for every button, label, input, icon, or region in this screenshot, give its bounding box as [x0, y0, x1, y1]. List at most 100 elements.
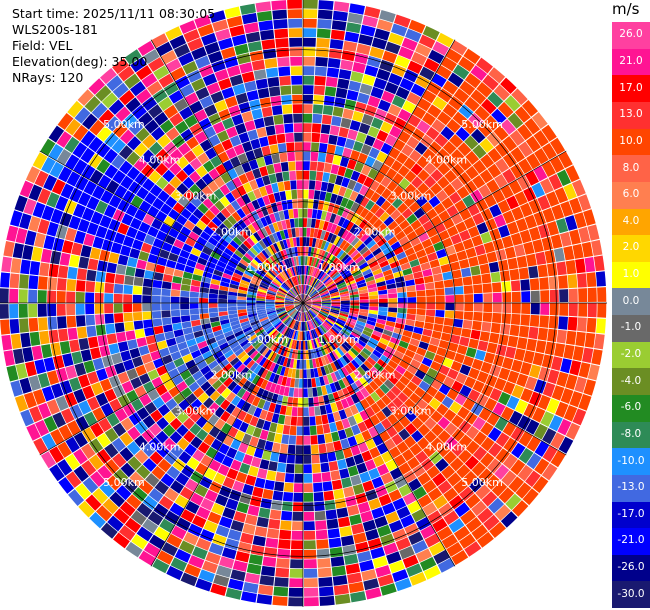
velocity-gate — [472, 416, 486, 431]
velocity-gate — [284, 259, 290, 269]
velocity-gate — [380, 354, 391, 364]
velocity-gate — [387, 341, 398, 350]
velocity-gate — [448, 495, 464, 510]
velocity-gate — [231, 211, 242, 222]
velocity-gate — [208, 303, 218, 308]
velocity-gate — [288, 247, 293, 258]
range-ring-label: 5.00km — [461, 118, 503, 131]
velocity-gate — [441, 534, 458, 549]
velocity-gate — [246, 213, 256, 224]
velocity-gate — [270, 282, 279, 289]
velocity-gate — [409, 149, 422, 163]
velocity-gate — [162, 437, 176, 451]
velocity-gate — [86, 222, 99, 236]
velocity-gate — [350, 150, 361, 161]
velocity-gate — [303, 454, 312, 464]
velocity-gate — [322, 423, 331, 434]
velocity-gate — [251, 374, 261, 385]
velocity-gate — [155, 264, 166, 274]
velocity-gate — [429, 337, 440, 347]
velocity-gate — [306, 311, 310, 321]
velocity-gate — [237, 246, 247, 256]
velocity-gate — [386, 426, 398, 438]
velocity-gate — [231, 406, 242, 418]
velocity-gate — [330, 402, 338, 413]
velocity-gate — [311, 294, 320, 300]
velocity-gate — [505, 493, 522, 510]
velocity-gate — [234, 43, 249, 56]
velocity-gate — [230, 200, 241, 211]
velocity-gate — [412, 106, 427, 120]
velocity-gate — [368, 287, 378, 293]
velocity-gate — [295, 256, 299, 266]
velocity-gate — [556, 371, 569, 387]
velocity-gate — [440, 56, 457, 72]
velocity-gate — [161, 354, 173, 365]
velocity-gate — [214, 69, 229, 82]
velocity-gate — [310, 266, 315, 276]
velocity-gate — [114, 313, 124, 323]
velocity-gate — [148, 488, 164, 503]
velocity-gate — [341, 303, 350, 306]
velocity-gate — [326, 232, 334, 243]
velocity-gate — [293, 320, 298, 330]
velocity-gate — [393, 408, 405, 421]
velocity-gate — [295, 227, 300, 237]
velocity-gate — [112, 453, 127, 468]
velocity-gate — [263, 547, 278, 558]
velocity-gate — [256, 377, 265, 388]
velocity-gate — [529, 314, 540, 327]
velocity-gate — [350, 382, 360, 393]
velocity-gate — [116, 331, 127, 343]
velocity-gate — [243, 356, 253, 366]
velocity-gate — [121, 380, 134, 394]
velocity-gate — [161, 303, 171, 311]
range-ring-label: 2.00km — [211, 369, 253, 382]
velocity-gate — [297, 246, 301, 256]
velocity-gate — [354, 193, 364, 205]
velocity-gate — [463, 311, 474, 321]
velocity-gate — [225, 203, 236, 215]
velocity-gate — [175, 262, 186, 271]
velocity-gate — [345, 495, 357, 507]
velocity-gate — [447, 472, 462, 487]
colorbar-bin — [612, 208, 650, 236]
velocity-gate — [195, 416, 208, 428]
velocity-gate — [341, 269, 351, 277]
velocity-gate — [418, 214, 430, 225]
velocity-gate — [177, 256, 188, 265]
velocity-gate — [341, 50, 356, 62]
velocity-gate — [318, 326, 325, 335]
velocity-gate — [441, 465, 456, 480]
velocity-gate — [430, 182, 443, 195]
velocity-gate — [246, 267, 256, 275]
velocity-gate — [349, 3, 365, 15]
velocity-gate — [494, 377, 507, 391]
velocity-gate — [454, 199, 467, 213]
velocity-gate — [133, 277, 144, 287]
range-ring-label: 2.00km — [354, 225, 396, 238]
velocity-gate — [397, 308, 407, 314]
velocity-gate — [406, 285, 416, 292]
velocity-gate — [199, 292, 209, 298]
velocity-gate — [195, 178, 207, 190]
velocity-gate — [284, 317, 291, 325]
velocity-gate — [287, 308, 296, 314]
velocity-gate — [303, 300, 312, 303]
velocity-gate — [234, 330, 244, 338]
velocity-gate — [297, 275, 300, 285]
velocity-gate — [314, 280, 321, 289]
velocity-gate — [309, 277, 315, 286]
velocity-gate — [464, 541, 482, 557]
velocity-gate — [450, 149, 465, 163]
velocity-gate — [176, 424, 189, 437]
velocity-gate — [228, 578, 244, 591]
velocity-gate — [293, 276, 298, 286]
velocity-gate — [314, 501, 325, 511]
velocity-gate — [443, 487, 458, 502]
velocity-gate — [247, 313, 258, 318]
velocity-gate — [204, 241, 216, 251]
velocity-gate — [73, 448, 88, 465]
velocity-gate — [135, 230, 147, 242]
velocity-gate — [156, 230, 168, 242]
